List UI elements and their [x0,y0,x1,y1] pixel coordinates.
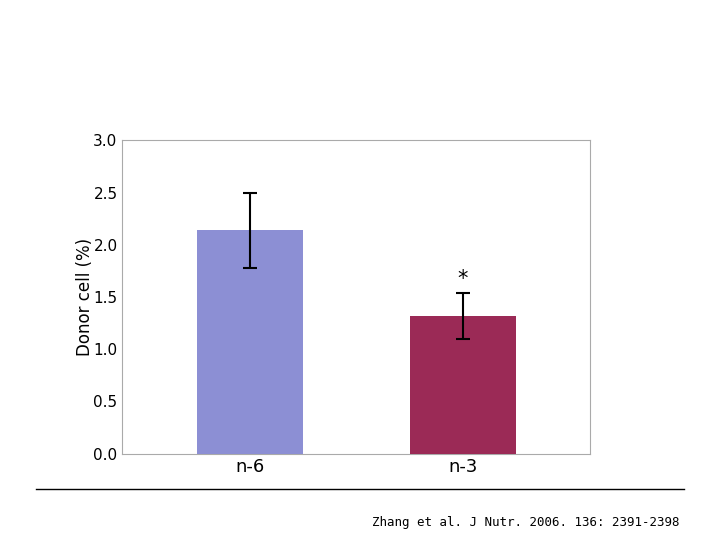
Bar [197,230,303,454]
Text: FO decreased lymphocyte: FO decreased lymphocyte [117,24,603,57]
Text: accumulation: accumulation [234,74,486,107]
Text: Zhang et al. J Nutr. 2006. 136: 2391-2398: Zhang et al. J Nutr. 2006. 136: 2391-239… [372,516,680,530]
Text: *: * [458,268,468,289]
Bar [410,316,516,454]
Y-axis label: Donor cell (%): Donor cell (%) [76,238,94,356]
